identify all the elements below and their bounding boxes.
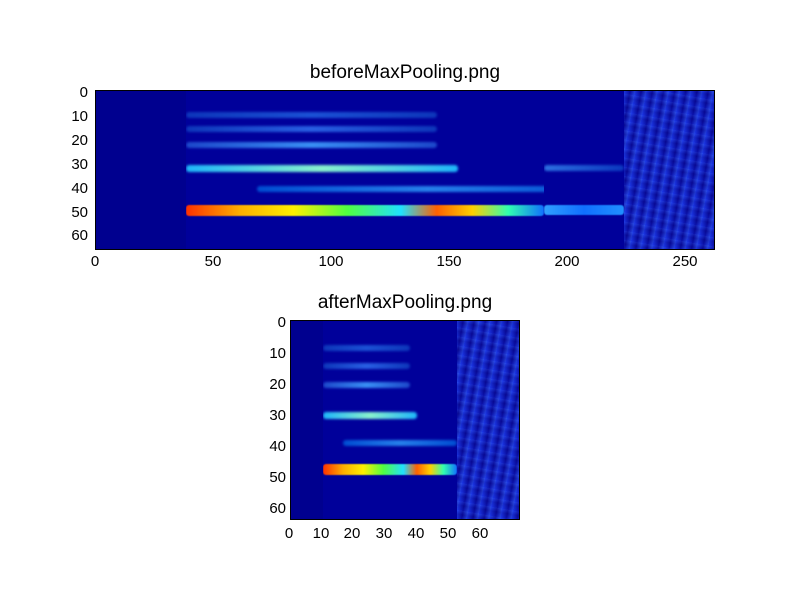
after-xtick-2[interactable]: 20 <box>340 525 364 542</box>
before-xtick-4[interactable]: 200 <box>552 253 582 270</box>
after-ytick-6[interactable]: 60 <box>253 500 286 517</box>
before-ytick-4[interactable]: 40 <box>55 180 88 197</box>
after-axes[interactable] <box>290 320 520 520</box>
before-title: beforeMaxPooling.png <box>95 62 715 84</box>
before-ytick-0[interactable]: 0 <box>60 84 88 101</box>
after-xtick-6[interactable]: 60 <box>468 525 492 542</box>
after-hot-band <box>323 464 458 475</box>
before-structured-region <box>186 91 544 249</box>
before-band-4 <box>186 165 458 172</box>
before-xtick-5[interactable]: 250 <box>670 253 700 270</box>
before-ytick-5[interactable]: 50 <box>55 204 88 221</box>
before-ytick-1[interactable]: 10 <box>55 108 88 125</box>
after-band-2 <box>323 363 410 369</box>
root-container: beforeMaxPooling.png 0 50 <box>0 0 800 600</box>
before-band-2 <box>186 126 437 132</box>
before-xtick-3[interactable]: 150 <box>434 253 464 270</box>
after-band-1 <box>323 345 410 351</box>
after-band-5 <box>343 440 457 446</box>
after-xtick-0[interactable]: 0 <box>280 525 298 542</box>
before-band-4b <box>544 165 624 171</box>
before-ytick-3[interactable]: 30 <box>55 156 88 173</box>
before-xtick-1[interactable]: 50 <box>198 253 228 270</box>
before-hot-band-b <box>544 205 624 215</box>
after-xtick-4[interactable]: 40 <box>404 525 428 542</box>
after-quiet-region <box>291 321 323 519</box>
before-quiet-region <box>96 91 186 249</box>
after-xtick-3[interactable]: 30 <box>372 525 396 542</box>
after-ytick-3[interactable]: 30 <box>253 407 286 424</box>
after-band-4 <box>323 412 417 419</box>
after-structured-region <box>323 321 458 519</box>
after-band-3 <box>323 382 410 388</box>
before-hot-band <box>186 205 544 216</box>
after-xtick-5[interactable]: 50 <box>436 525 460 542</box>
before-band-5 <box>257 186 544 192</box>
before-noise-region <box>624 91 714 249</box>
before-axes[interactable] <box>95 90 715 250</box>
before-ytick-2[interactable]: 20 <box>55 132 88 149</box>
after-ytick-4[interactable]: 40 <box>253 438 286 455</box>
after-xtick-1[interactable]: 10 <box>309 525 333 542</box>
after-noise-region <box>457 321 519 519</box>
after-ytick-0[interactable]: 0 <box>258 314 286 331</box>
before-xtick-2[interactable]: 100 <box>316 253 346 270</box>
after-ytick-1[interactable]: 10 <box>253 345 286 362</box>
after-ytick-2[interactable]: 20 <box>253 376 286 393</box>
before-fade-region <box>544 91 624 249</box>
before-band-1 <box>186 112 437 118</box>
before-xtick-0[interactable]: 0 <box>85 253 105 270</box>
after-title: afterMaxPooling.png <box>290 292 520 314</box>
after-ytick-5[interactable]: 50 <box>253 469 286 486</box>
before-ytick-6[interactable]: 60 <box>55 227 88 244</box>
before-band-3 <box>186 142 437 148</box>
